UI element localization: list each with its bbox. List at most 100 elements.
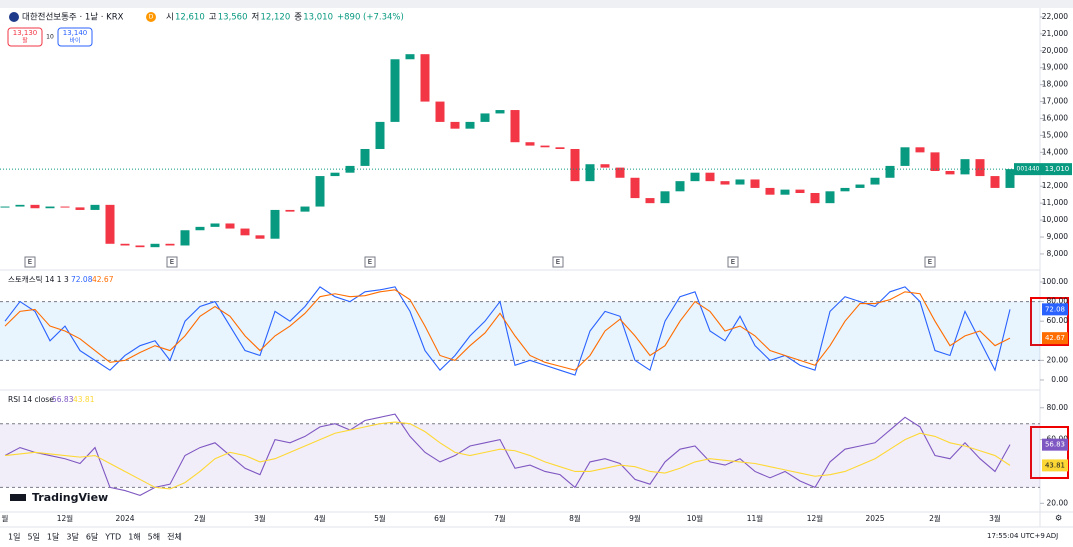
- sell-label[interactable]: 팔: [22, 38, 28, 45]
- settings[interactable]: ⚙: [1055, 514, 1062, 523]
- symbol[interactable]: 대한전선보통주 · 1날 · KRX: [22, 12, 124, 23]
- candle: [780, 189, 790, 195]
- candle: [315, 176, 325, 207]
- value-tag-label: 56.83: [1045, 441, 1065, 449]
- range-button[interactable]: 6달: [86, 533, 99, 542]
- status-dot: [146, 12, 156, 22]
- candle: [960, 159, 970, 175]
- buy-price[interactable]: 13,140: [63, 29, 88, 37]
- earnings: E: [731, 258, 735, 266]
- y-tick-label: 19,000: [1042, 63, 1068, 72]
- candle: [165, 243, 175, 246]
- candle: [240, 228, 250, 236]
- sell-button[interactable]: [7, 27, 43, 47]
- candle: [465, 121, 475, 129]
- candle: [945, 170, 955, 175]
- value-tag-label: 43.81: [1045, 461, 1065, 469]
- earnings-box: [727, 256, 739, 268]
- y-tick-label: 9,000: [1047, 232, 1069, 241]
- y-tick-label: 60.00: [1047, 316, 1069, 325]
- range-button[interactable]: 5해: [148, 532, 160, 542]
- candle: [825, 191, 835, 204]
- x-tick-label: 11월: [747, 513, 764, 523]
- ticker: 001440: [1017, 166, 1040, 173]
- clock: 17:55:04 UTC+9: [987, 532, 1045, 540]
- y-tick-label: 15,000: [1042, 130, 1068, 139]
- value-tag: [1042, 459, 1068, 472]
- candle: [975, 159, 985, 177]
- candle: [405, 54, 415, 60]
- candle: [270, 209, 280, 239]
- candle: [390, 59, 400, 122]
- earnings-box: [166, 256, 178, 268]
- ohlc-value: 12,120: [261, 13, 291, 23]
- value-tag-label: 42.67: [1045, 334, 1065, 342]
- candle: [915, 147, 925, 153]
- x-tick-label: 12월: [807, 513, 824, 523]
- y-tick-label: 8,000: [1047, 249, 1069, 258]
- change: +890 (+7.34%): [337, 13, 404, 23]
- candle: [585, 164, 595, 182]
- candle: [1005, 169, 1015, 188]
- earnings-box: [24, 256, 36, 268]
- value-tag-label: 72.08: [1045, 305, 1065, 313]
- band: [0, 301, 1040, 361]
- highlight-box: [1030, 297, 1069, 346]
- range-button[interactable]: 1일: [8, 533, 20, 542]
- candle: [330, 172, 340, 177]
- ohlc-label: 저: [252, 13, 260, 23]
- ohlc-label: 고: [209, 13, 217, 23]
- candle: [450, 121, 460, 129]
- buy-label[interactable]: 바이: [69, 37, 80, 45]
- candle: [720, 181, 730, 185]
- y-tick-label: 80.00: [1047, 403, 1069, 412]
- buy-button[interactable]: [57, 27, 93, 47]
- candle: [375, 121, 385, 149]
- earnings: E: [556, 258, 560, 266]
- candle: [345, 165, 355, 173]
- y-tick-label: 20.00: [1047, 355, 1069, 364]
- logo: TradingView: [32, 491, 108, 504]
- y-tick-label: 17,000: [1042, 97, 1068, 106]
- adj[interactable]: ADJ: [1046, 532, 1058, 540]
- candle: [75, 207, 85, 210]
- price-tag: [1042, 163, 1072, 176]
- candle: [870, 177, 880, 185]
- indicator-line: [4, 413, 1011, 496]
- candle: [750, 179, 760, 188]
- candle: [225, 223, 235, 229]
- range-button[interactable]: 5일: [27, 533, 39, 542]
- candle: [705, 172, 715, 182]
- earnings-box: [364, 256, 376, 268]
- range-button[interactable]: 1해: [128, 532, 140, 542]
- candle: [735, 179, 745, 185]
- value-tag: [1042, 332, 1068, 345]
- y-tick-label: 20,000: [1042, 46, 1068, 55]
- candle: [60, 206, 70, 208]
- candle: [105, 204, 115, 244]
- range-button[interactable]: 전체: [167, 532, 182, 542]
- ohlc-value: 12,610: [175, 13, 205, 23]
- x-tick-label: 2025: [865, 514, 884, 523]
- range-button[interactable]: YTD: [104, 533, 121, 542]
- y-tick-label: 80.00: [1047, 297, 1069, 306]
- range-button[interactable]: 3달: [66, 533, 79, 542]
- legend-value: 43.81: [73, 395, 95, 404]
- earnings-box: [924, 256, 936, 268]
- y-tick-label: 12,000: [1042, 181, 1068, 190]
- x-tick-label: 월: [2, 513, 9, 523]
- candle: [90, 204, 100, 210]
- range-button[interactable]: 1달: [47, 533, 60, 542]
- x-tick-label: 2024: [115, 514, 134, 523]
- earnings-box: [552, 256, 564, 268]
- value-tag: [1042, 438, 1068, 451]
- indicator-line: [4, 289, 1011, 371]
- candle: [45, 206, 55, 209]
- y-tick-label: 20.00: [1047, 498, 1069, 507]
- badge: D: [149, 14, 154, 21]
- candle: [480, 113, 490, 122]
- candle: [615, 167, 625, 178]
- sell-price[interactable]: 13,130: [13, 29, 38, 37]
- x-tick-label: 9월: [629, 513, 641, 523]
